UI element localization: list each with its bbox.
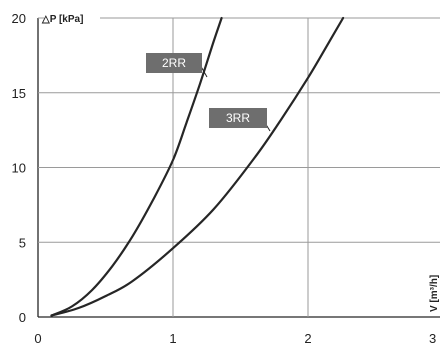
series-tag-label-2rr: 2RR (162, 56, 186, 70)
series-curve-3rr (50, 16, 345, 317)
grid (37, 17, 440, 318)
x-tick-labels: 0 1 2 3 (34, 331, 436, 346)
y-tick-label: 15 (12, 86, 26, 101)
y-axis-title: △P [kPa] (41, 14, 83, 25)
series-tag-label-3rr: 3RR (226, 111, 250, 125)
y-tick-labels: 0 5 10 15 20 (12, 11, 26, 325)
y-tick-label: 20 (12, 11, 26, 26)
x-tick-label: 0 (34, 331, 41, 346)
x-axis-title: V [m³/h] (429, 275, 440, 312)
y-tick-label: 10 (12, 161, 26, 176)
x-tick-label: 1 (169, 331, 176, 346)
y-tick-label: 0 (19, 310, 26, 325)
series-tag-2rr (146, 53, 202, 73)
x-tick-label: 3 (429, 331, 436, 346)
y-tick-label: 5 (19, 235, 26, 250)
x-tick-label: 2 (304, 331, 311, 346)
series-tag-3rr (209, 108, 267, 128)
